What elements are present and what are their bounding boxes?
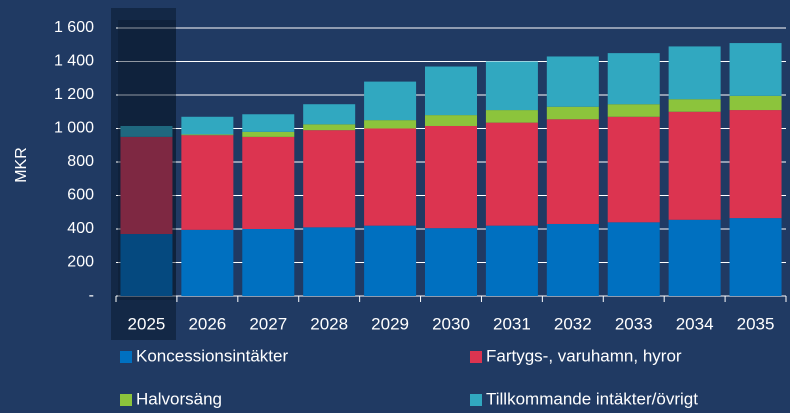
bar-segment — [364, 81, 417, 121]
bar-segment — [668, 46, 721, 100]
bar-segment — [364, 128, 417, 226]
bar-segment — [607, 116, 660, 223]
bar-segment — [181, 229, 234, 296]
x-tick-label: 2031 — [493, 314, 531, 333]
y-tick-label: 600 — [67, 187, 94, 204]
legend-label: Koncessionsintäkter — [136, 346, 288, 365]
y-tick-label: 1 200 — [54, 86, 94, 103]
y-axis-label: MKR — [13, 147, 30, 183]
highlight-overlay — [118, 20, 176, 300]
bar-segment — [485, 225, 538, 296]
legend-label: Fartygs-, varuhamn, hyror — [486, 346, 682, 365]
x-tick-label: 2029 — [371, 314, 409, 333]
bar-segment — [242, 131, 295, 137]
bar-segment — [485, 110, 538, 123]
bar-segment — [181, 134, 234, 136]
bar-segment — [242, 229, 295, 296]
bar-segment — [425, 228, 477, 296]
bar-segment — [303, 104, 356, 125]
legend-swatch — [470, 351, 482, 363]
bar-segment — [120, 136, 173, 235]
bar-segment — [729, 43, 782, 96]
bar-segment — [303, 124, 356, 131]
bar-segment — [485, 61, 538, 111]
bar-segment — [120, 125, 173, 137]
y-tick-label: 800 — [67, 153, 94, 170]
x-tick-label: 2026 — [188, 314, 226, 333]
bar-segment — [364, 225, 417, 296]
bar-segment — [303, 130, 356, 228]
bar-segment — [120, 234, 173, 296]
bar-segment — [546, 223, 599, 296]
bar-segment — [607, 222, 660, 296]
bar-segment — [729, 95, 782, 111]
bar-segment — [425, 115, 477, 126]
bar-segment — [425, 125, 477, 229]
bar-segment — [242, 114, 295, 132]
bar-segment — [485, 122, 538, 226]
bar-segment — [546, 56, 599, 107]
x-tick-label: 2027 — [249, 314, 287, 333]
x-tick-label: 2028 — [310, 314, 348, 333]
y-tick-label: 1 600 — [54, 19, 94, 36]
x-tick-label: 2030 — [432, 314, 470, 333]
bar-segment — [242, 136, 295, 229]
legend-swatch — [120, 351, 132, 363]
bar-segment — [607, 104, 660, 117]
y-tick-label: 1 400 — [54, 53, 94, 70]
y-tick-label: 400 — [67, 220, 94, 237]
bar-segment — [668, 99, 721, 112]
y-tick-label: 1 000 — [54, 120, 94, 137]
bar-segment — [729, 218, 782, 296]
legend-swatch — [120, 394, 132, 406]
bar-segment — [303, 227, 356, 296]
x-tick-label: 2025 — [128, 314, 166, 333]
bar-segment — [668, 219, 721, 296]
bar-segment — [425, 66, 477, 116]
bar-segment — [364, 120, 417, 129]
bar-segment — [729, 110, 782, 219]
y-tick-label: 200 — [67, 254, 94, 271]
bar-segment — [546, 106, 599, 120]
bar-segment — [181, 116, 234, 135]
bar-segment — [546, 119, 599, 224]
x-tick-label: 2035 — [737, 314, 775, 333]
legend-label: Halvorsäng — [136, 389, 222, 408]
x-tick-label: 2032 — [554, 314, 592, 333]
plot — [115, 27, 787, 302]
legend-label: Tillkommande intäkter/övrigt — [486, 389, 698, 408]
x-tick-label: 2034 — [676, 314, 714, 333]
bar-segment — [668, 111, 721, 220]
legend-swatch — [470, 394, 482, 406]
bar-segment — [181, 135, 234, 230]
x-tick-label: 2033 — [615, 314, 653, 333]
bar-segment — [607, 53, 660, 105]
y-tick-label: - — [89, 287, 94, 304]
